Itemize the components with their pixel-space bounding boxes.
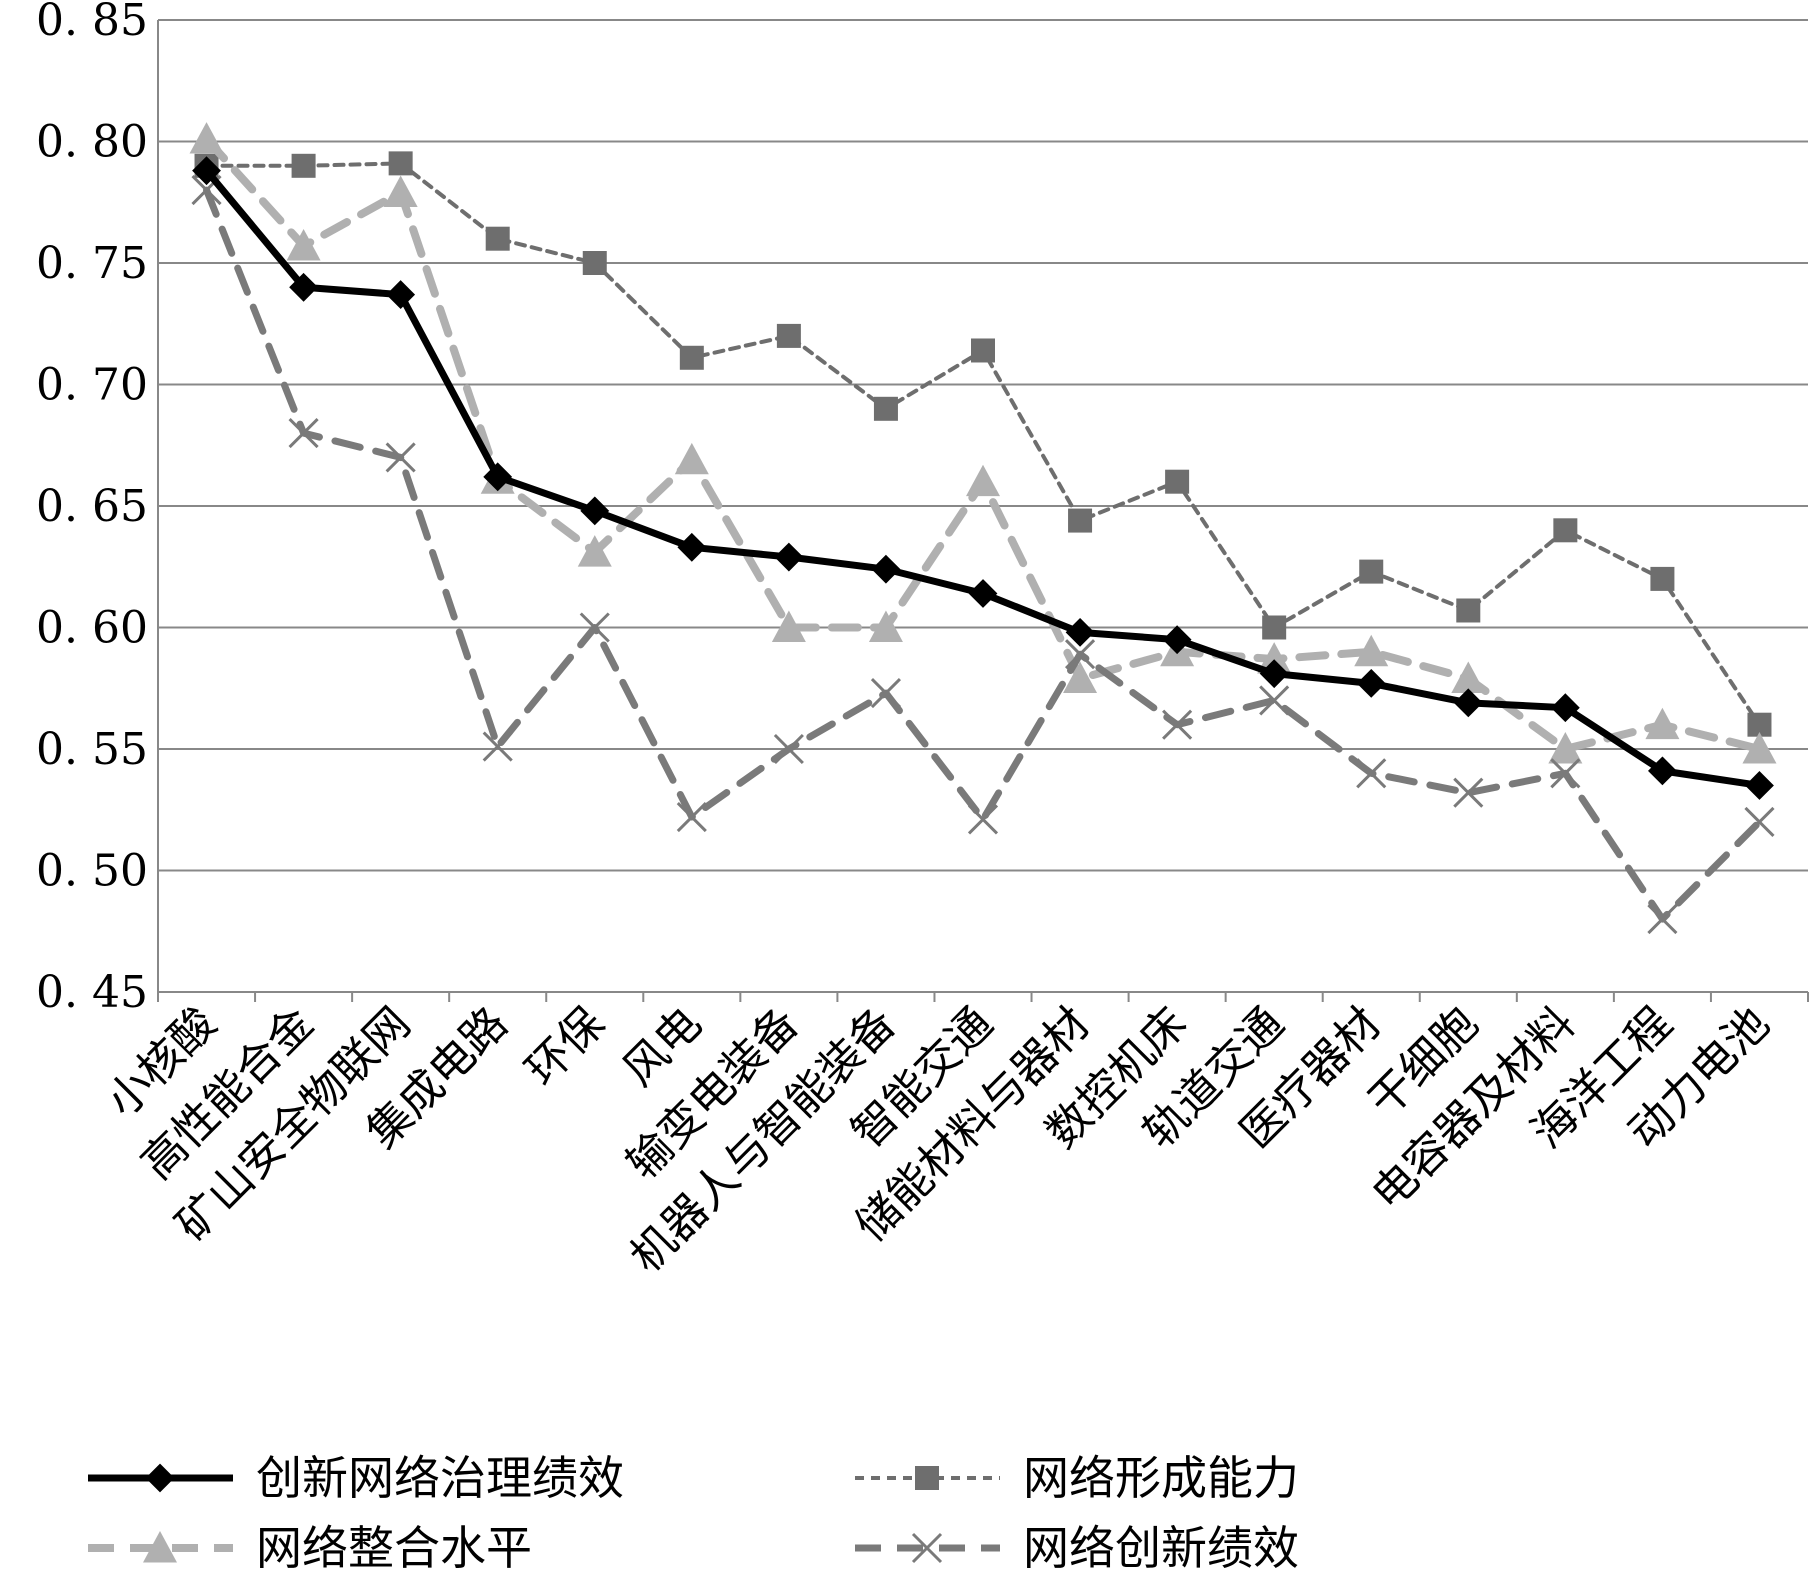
data-point: [385, 442, 416, 473]
data-point: [483, 462, 513, 492]
legend-item: 网络形成能力: [855, 1451, 1299, 1505]
y-tick-label: 0. 70: [36, 360, 148, 411]
data-point: [968, 579, 998, 608]
series-3: [191, 175, 1775, 935]
series-lines: [189, 122, 1777, 935]
legend-label: 创新网络治理绩效: [256, 1451, 624, 1505]
data-point: [871, 554, 901, 584]
legend-label: 网络形成能力: [1023, 1451, 1299, 1505]
data-point: [1065, 617, 1095, 647]
series-line: [204, 161, 1762, 727]
data-point: [1259, 659, 1289, 689]
data-point: [1745, 771, 1774, 800]
data-point: [967, 804, 999, 835]
data-point: [773, 733, 804, 765]
data-point: [482, 731, 513, 762]
legend-marker: [911, 1532, 943, 1564]
data-point: [1356, 758, 1387, 789]
data-point: [383, 175, 418, 207]
series-0: [192, 156, 1774, 800]
data-point: [676, 801, 707, 833]
data-point: [1548, 732, 1583, 764]
data-point: [776, 323, 801, 348]
data-point: [386, 280, 416, 310]
data-point: [1553, 518, 1578, 543]
y-tick-label: 0. 85: [36, 0, 148, 46]
data-point: [1064, 639, 1096, 670]
data-point: [289, 272, 319, 302]
x-tick-label: 环保: [516, 998, 614, 1096]
legend-item: 网络创新绩效: [855, 1521, 1299, 1571]
legend-item: 网络整合水平: [88, 1521, 532, 1571]
data-point: [1647, 904, 1678, 935]
data-point: [579, 612, 610, 643]
data-point: [388, 151, 413, 176]
y-tick-labels: 0. 45 0. 50 0. 55 0. 60 0. 65 0. 70 0. 75 0. 80…: [36, 0, 148, 1018]
legend-marker: [145, 1463, 175, 1493]
legend-item: 创新网络治理绩效: [88, 1451, 624, 1505]
data-point: [485, 226, 510, 251]
x-tick-labels: 小核酸高性能合金矿山安全物联网集成电路环保风电输变电装备机器人与智能装备智能交通…: [97, 998, 1779, 1283]
data-point: [582, 251, 607, 275]
data-point: [1257, 642, 1292, 674]
gridlines: [158, 19, 1808, 993]
legend-marker: [915, 1466, 939, 1490]
data-point: [291, 153, 316, 178]
legend-label: 网络创新绩效: [1023, 1521, 1299, 1571]
series-line: [203, 186, 1763, 923]
y-tick-label: 0. 50: [36, 846, 148, 897]
data-point: [1451, 661, 1486, 693]
data-point: [1742, 732, 1777, 764]
data-point: [1550, 758, 1581, 789]
data-point: [1259, 685, 1290, 716]
data-point: [1456, 598, 1481, 623]
data-point: [1453, 688, 1483, 718]
data-point: [580, 496, 610, 526]
data-point: [873, 396, 898, 421]
data-point: [1647, 756, 1677, 786]
data-point: [1068, 508, 1093, 533]
series-2: [189, 122, 1777, 764]
data-point: [1645, 707, 1680, 740]
data-point: [1262, 615, 1287, 640]
data-point: [1162, 709, 1193, 740]
data-point: [1165, 469, 1190, 494]
data-point: [1359, 559, 1384, 584]
data-point: [1162, 625, 1192, 655]
data-point: [1354, 634, 1389, 667]
y-tick-label: 0. 80: [36, 117, 148, 168]
data-point: [286, 228, 321, 261]
y-tick-label: 0. 75: [36, 238, 148, 289]
data-point: [1744, 806, 1775, 837]
legend-label: 网络整合水平: [256, 1521, 532, 1571]
y-tick-label: 0. 45: [36, 967, 148, 1018]
axes: [157, 20, 1809, 1002]
data-point: [1550, 693, 1580, 723]
series-line: [202, 135, 1764, 753]
data-point: [771, 610, 806, 642]
data-point: [1650, 566, 1675, 591]
series-1: [194, 151, 1772, 737]
data-point: [674, 442, 709, 475]
y-tick-label: 0. 60: [36, 603, 148, 654]
data-point: [1356, 668, 1386, 698]
data-point: [1453, 777, 1484, 808]
data-point: [868, 610, 903, 642]
legend-marker: [143, 1531, 177, 1563]
data-point: [189, 122, 224, 154]
y-tick-label: 0. 55: [36, 724, 148, 775]
data-point: [966, 464, 1000, 497]
data-point: [192, 156, 221, 186]
data-point: [971, 338, 995, 363]
data-point: [679, 345, 704, 370]
data-point: [577, 535, 612, 567]
data-point: [288, 418, 319, 449]
y-tick-label: 0. 65: [36, 481, 148, 532]
data-point: [870, 678, 902, 709]
data-point: [1063, 661, 1098, 693]
data-point: [774, 542, 804, 572]
data-point: [677, 532, 707, 562]
